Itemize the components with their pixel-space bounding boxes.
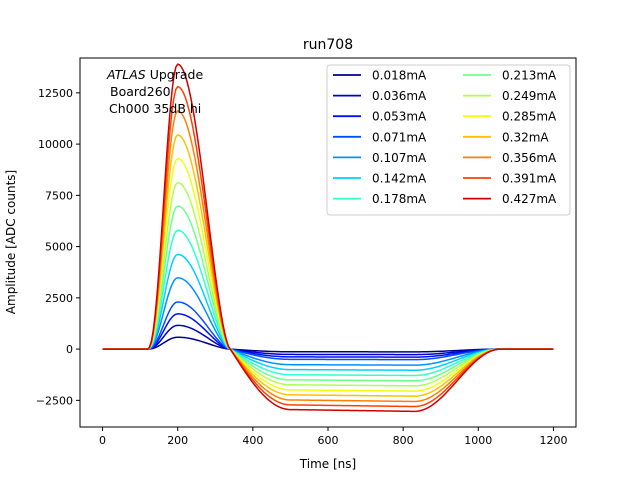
legend-label: 0.427mA <box>502 192 557 206</box>
series-line <box>102 276 554 366</box>
y-tick-label: 7500 <box>45 189 73 202</box>
y-tick-label: 12500 <box>38 87 73 100</box>
x-tick-label: 1200 <box>539 434 567 447</box>
legend-label: 0.356mA <box>502 151 557 165</box>
legend-box <box>326 64 571 216</box>
atlas-annotation: ATLAS Upgrade Board260 Ch000 35dB hi <box>106 67 203 116</box>
legend-label: 0.178mA <box>372 192 427 206</box>
legend-label: 0.391mA <box>502 172 557 186</box>
x-tick-label: 200 <box>167 434 188 447</box>
legend-label: 0.32mA <box>502 130 549 144</box>
series-line <box>102 253 554 371</box>
y-tick-label: −2500 <box>36 394 73 407</box>
y-axis-label: Amplitude [ADC counts] <box>4 170 18 314</box>
legend-label: 0.036mA <box>372 89 427 103</box>
x-tick-label: 600 <box>318 434 339 447</box>
annotation-atlas: ATLAS <box>106 67 146 82</box>
legend-label: 0.071mA <box>372 130 427 144</box>
annotation-channel: Ch000 35dB hi <box>109 101 201 116</box>
series-line <box>102 229 554 377</box>
svg-text:ATLAS Upgrade: ATLAS Upgrade <box>106 67 203 82</box>
y-tick-label: 10000 <box>38 138 73 151</box>
legend-label: 0.213mA <box>502 69 557 83</box>
x-tick-label: 400 <box>242 434 263 447</box>
x-tick-label: 800 <box>393 434 414 447</box>
annotation-upgrade: Upgrade <box>146 67 204 82</box>
legend-label: 0.285mA <box>502 110 557 124</box>
series-lines <box>102 63 554 413</box>
series-line <box>102 301 554 361</box>
legend-label: 0.018mA <box>372 69 427 83</box>
series-line <box>102 63 554 413</box>
y-tick-label: 2500 <box>45 292 73 305</box>
legend: 0.018mA 0.036mA 0.053mA 0.071mA 0.107mA 0.142… <box>326 64 571 216</box>
x-axis-label: Time [ns] <box>299 457 356 471</box>
legend-label: 0.107mA <box>372 151 427 165</box>
legend-label: 0.249mA <box>502 89 557 103</box>
legend-label: 0.053mA <box>372 110 427 124</box>
x-tick-label: 0 <box>99 434 106 447</box>
x-axis: 0 200 400 600 800 1000 1200 <box>99 427 567 447</box>
x-tick-label: 1000 <box>464 434 492 447</box>
y-tick-label: 0 <box>66 343 73 356</box>
chart-title: run708 <box>303 37 353 53</box>
legend-label: 0.142mA <box>372 172 427 186</box>
y-axis: −2500 0 2500 5000 7500 10000 12500 <box>36 87 80 407</box>
annotation-board: Board260 <box>110 84 171 99</box>
y-tick-label: 5000 <box>45 241 73 254</box>
